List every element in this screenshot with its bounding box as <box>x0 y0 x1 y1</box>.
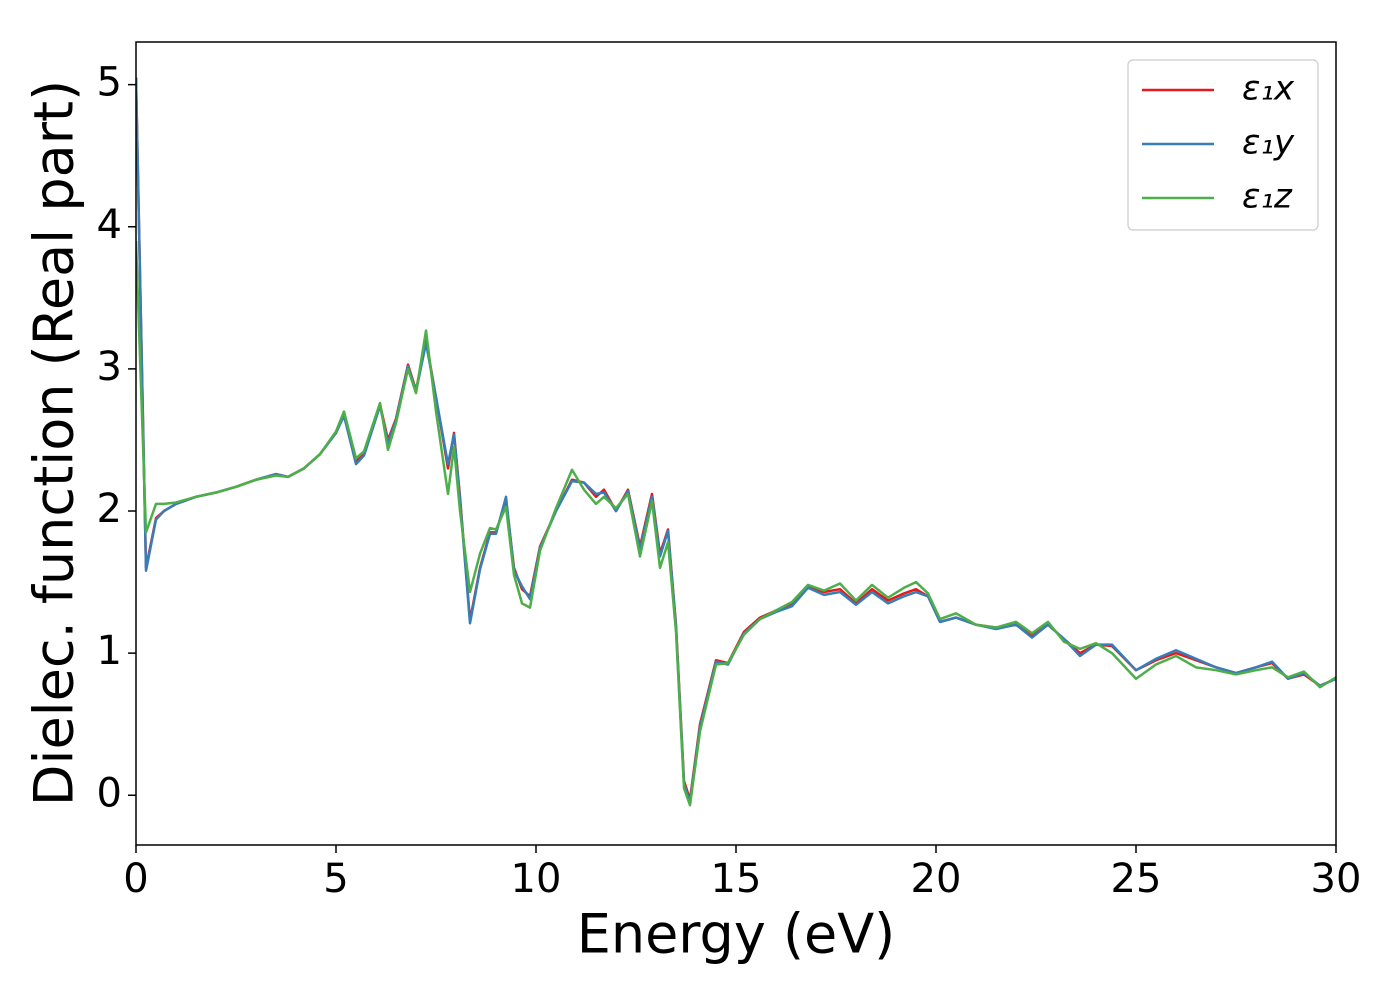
y-tick-label: 1 <box>97 628 122 674</box>
x-axis-label: Energy (eV) <box>577 903 896 966</box>
y-tick-label: 2 <box>97 486 122 532</box>
y-axis-label: Dielec. function (Real part) <box>23 80 86 806</box>
legend-label: ε₁y <box>1242 123 1295 163</box>
legend-box <box>1127 59 1319 231</box>
x-tick-label: 10 <box>511 856 562 902</box>
y-tick-label: 4 <box>97 202 122 248</box>
x-tick-label: 20 <box>911 856 962 902</box>
plot-frame <box>135 41 1337 846</box>
x-tick-label: 5 <box>323 856 348 902</box>
x-tick-label: 15 <box>711 856 762 902</box>
legend-label: ε₁z <box>1242 177 1293 217</box>
y-tick-label: 0 <box>97 770 122 816</box>
x-tick-label: 25 <box>1111 856 1162 902</box>
y-tick-label: 5 <box>97 60 122 106</box>
y-tick-label: 3 <box>97 344 122 390</box>
legend-label: ε₁x <box>1242 69 1295 109</box>
data-line <box>136 240 1336 807</box>
x-tick-label: 0 <box>123 856 148 902</box>
x-tick-label: 30 <box>1311 856 1362 902</box>
